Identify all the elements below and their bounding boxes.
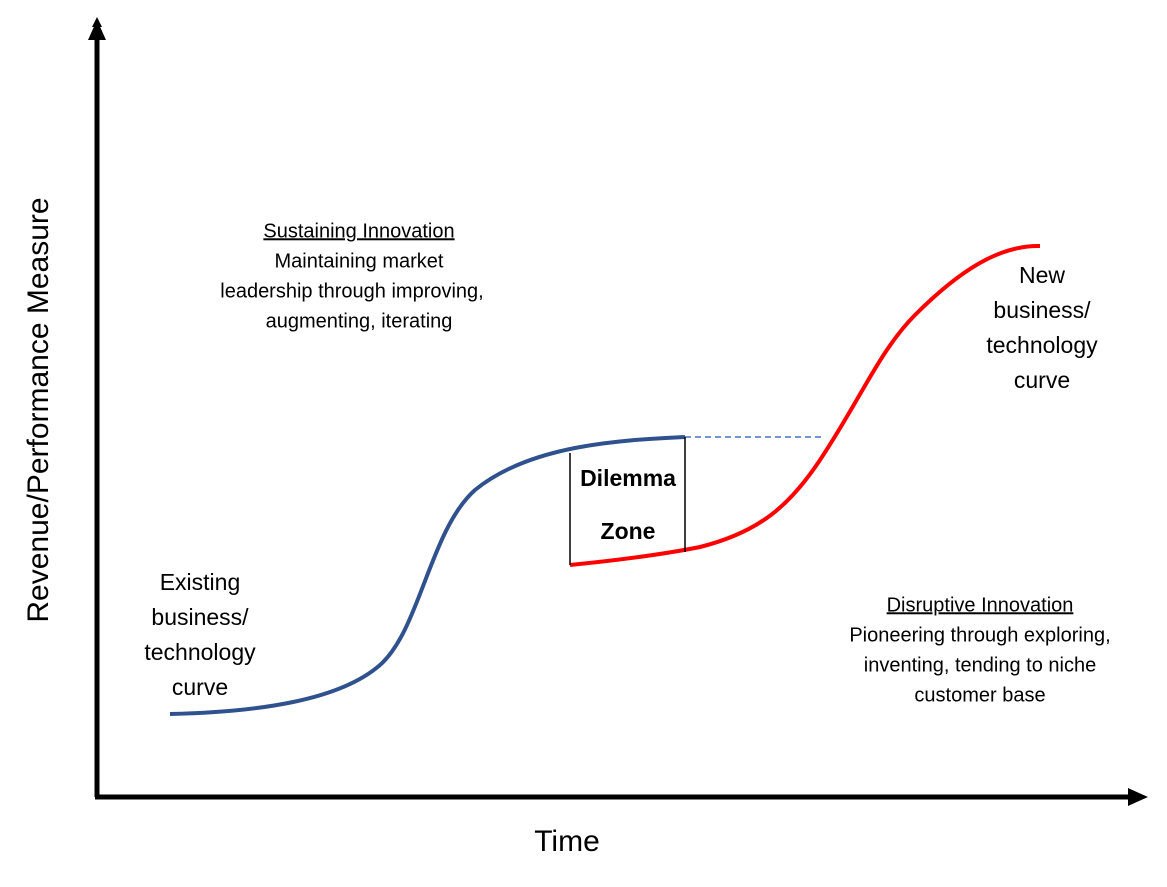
existing-label: technology (144, 639, 256, 665)
existing-label: business/ (151, 604, 249, 630)
x-arrow (1128, 788, 1148, 806)
new-label: technology (986, 332, 1098, 358)
y-axis-label: Revenue/Performance Measure (22, 197, 55, 622)
new-label: New (1019, 262, 1065, 288)
sustaining-text: leadership through improving, (220, 280, 484, 302)
dilemma-text: Zone (601, 518, 656, 544)
sustaining-text: augmenting, iterating (266, 310, 453, 332)
dilemma-text: Dilemma (580, 465, 676, 491)
disruptive-text: customer base (914, 684, 1045, 706)
new-label: curve (1014, 367, 1070, 393)
disruptive-text: Pioneering through exploring, (849, 624, 1110, 646)
new-label: business/ (993, 297, 1091, 323)
sustaining-text: Maintaining market (275, 250, 444, 272)
new-curve (569, 243, 1041, 567)
y-arrow (88, 20, 106, 40)
sustaining-title: Sustaining Innovation (263, 220, 454, 242)
disruptive-title: Disruptive Innovation (887, 594, 1074, 616)
existing-label: curve (172, 674, 228, 700)
existing-label: Existing (160, 569, 241, 595)
disruptive-text: inventing, tending to niche (864, 654, 1096, 676)
x-axis-label: Time (534, 825, 600, 858)
existing-curve (169, 435, 686, 716)
